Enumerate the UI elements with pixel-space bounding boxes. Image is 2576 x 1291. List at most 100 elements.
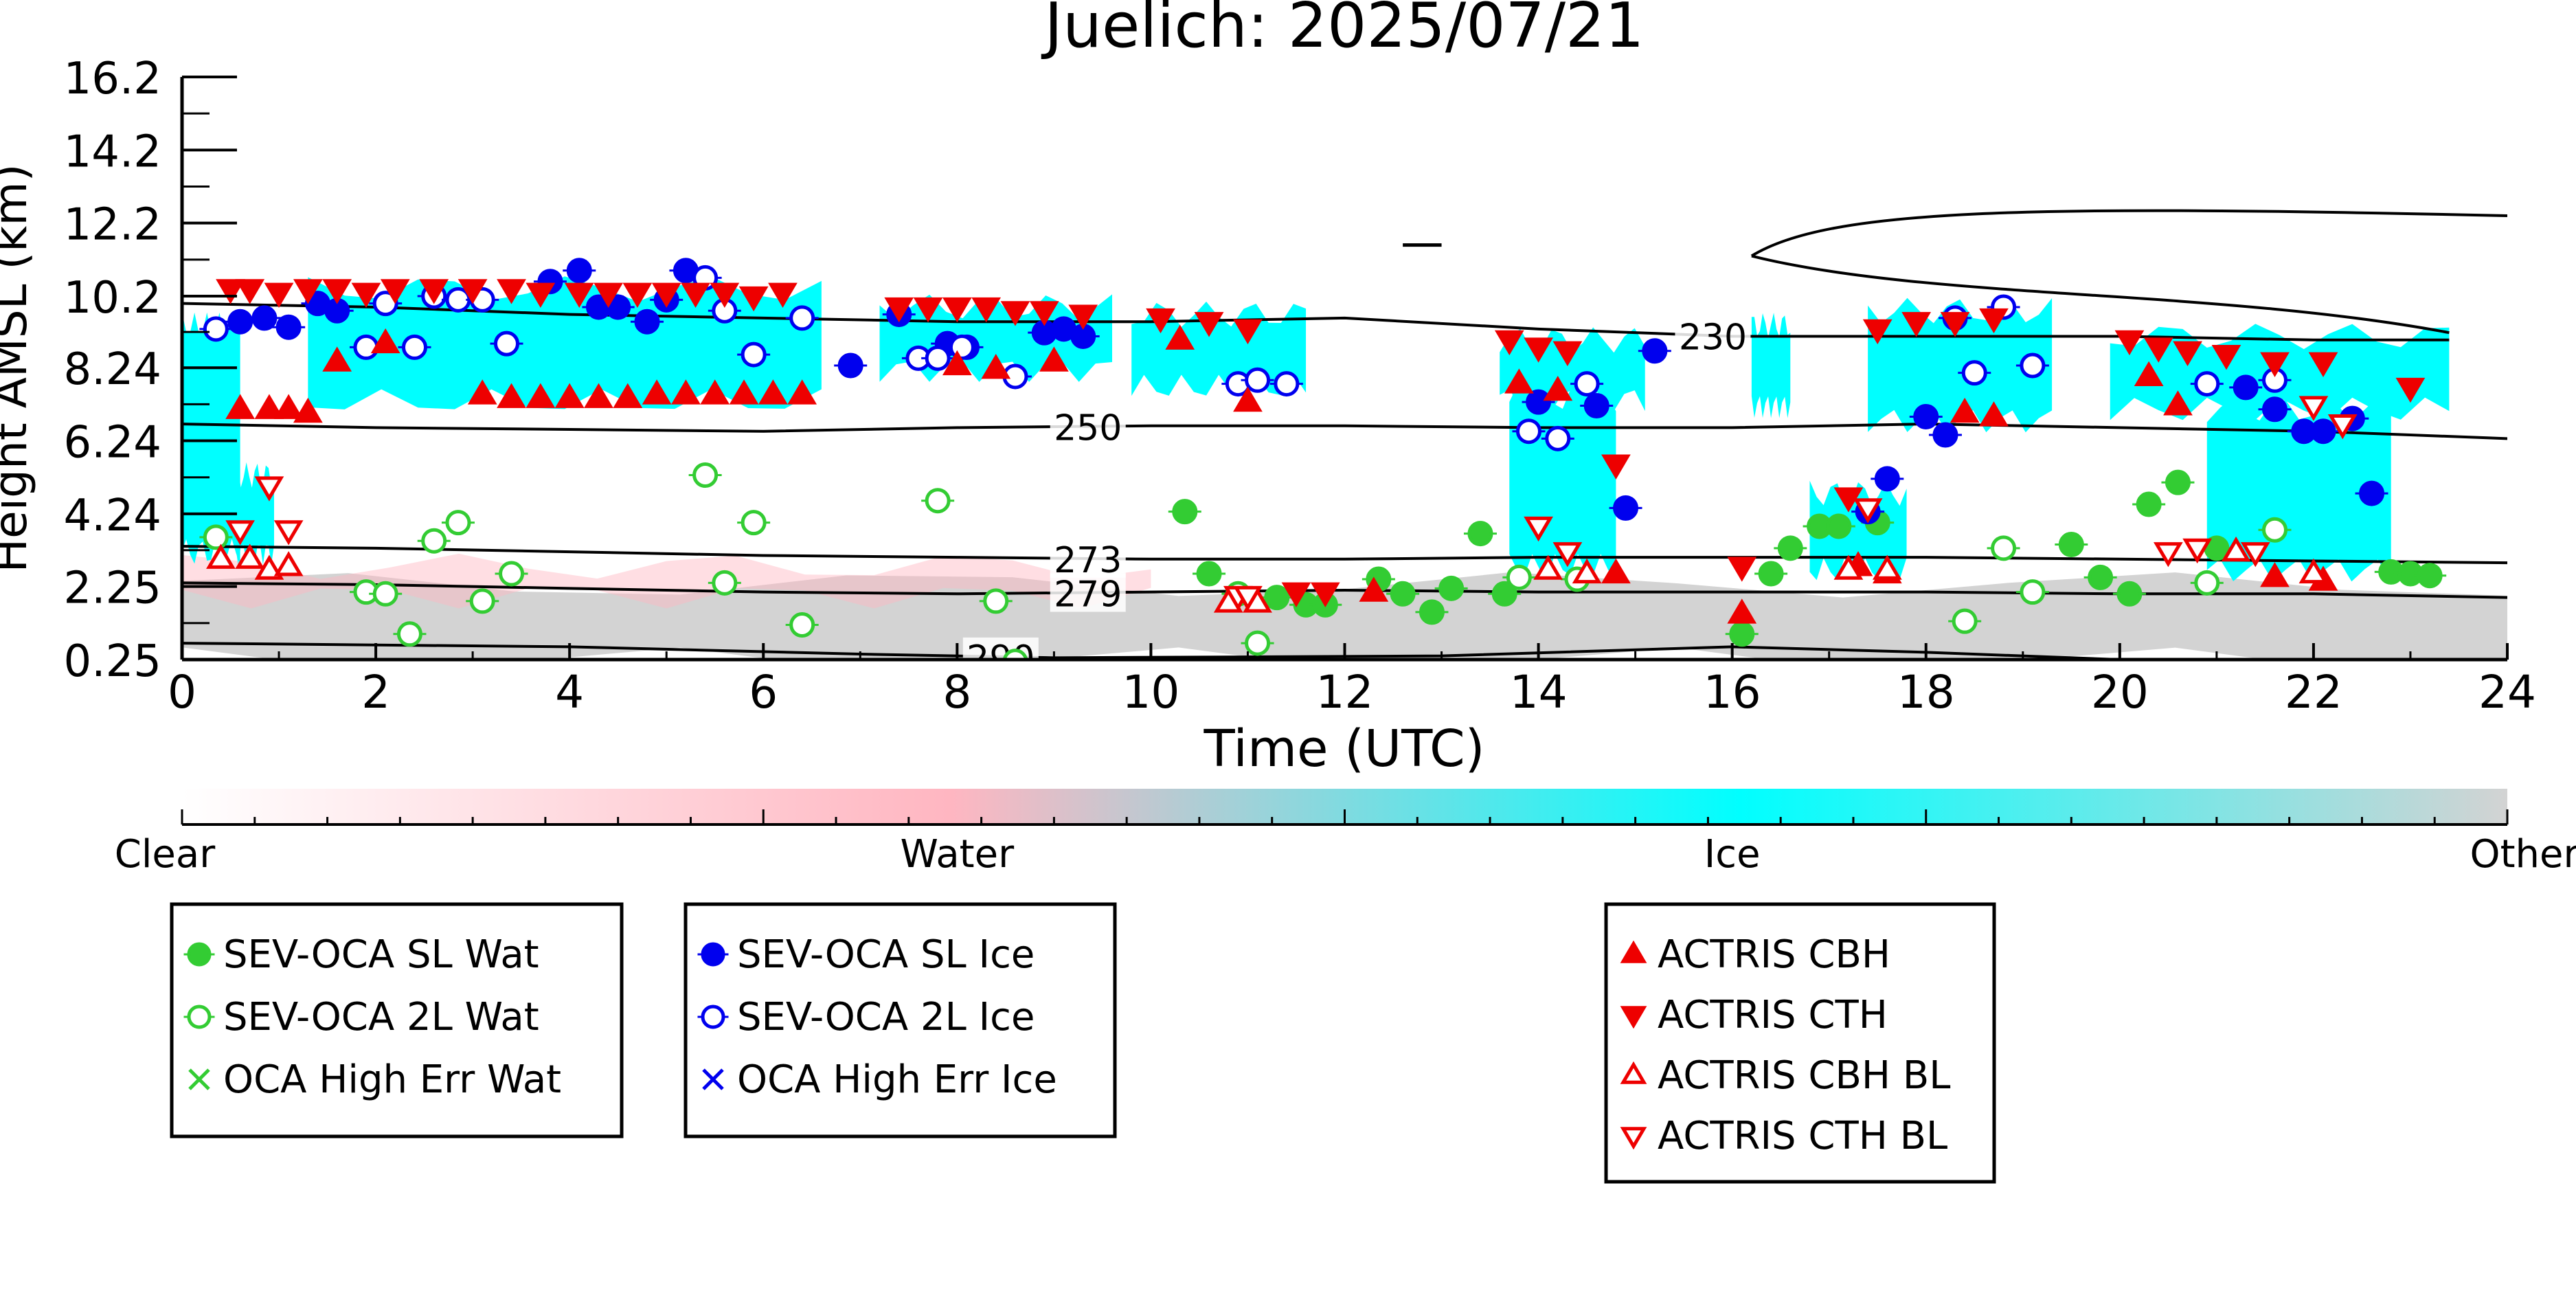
series-actris-cth bbox=[216, 279, 2426, 607]
data-point bbox=[942, 350, 972, 376]
legend-label: OCA High Err Ice bbox=[737, 1057, 1057, 1102]
legend-water: SEV-OCA SL Wat SEV-OCA 2L Wat OCA High Err… bbox=[170, 902, 624, 1138]
data-point bbox=[1862, 319, 1893, 345]
data-point bbox=[1029, 301, 1059, 326]
cloud-phase-colorbar: Clear Water Ice Other bbox=[115, 789, 2576, 877]
data-point bbox=[1552, 542, 1583, 568]
data-point bbox=[1940, 312, 1970, 337]
x-tick-label: 0 bbox=[168, 666, 196, 719]
data-point bbox=[275, 314, 302, 340]
data-point bbox=[1524, 337, 1553, 363]
legend-marker bbox=[702, 1068, 724, 1090]
data-point bbox=[1758, 561, 1784, 587]
data-point bbox=[1196, 561, 1222, 587]
data-point bbox=[2134, 361, 2164, 387]
x-tick-label: 18 bbox=[1897, 666, 1955, 719]
data-point bbox=[1245, 367, 1271, 393]
x-tick-label: 14 bbox=[1510, 666, 1568, 719]
data-point bbox=[554, 383, 585, 408]
data-point bbox=[1264, 585, 1290, 611]
y-tick-label: 8.24 bbox=[64, 344, 162, 395]
legend-label: SEV-OCA 2L Ice bbox=[737, 995, 1035, 1040]
legend-actris: ACTRIS CBH ACTRIS CTH ACTRIS CBH BL ACTRIS … bbox=[1604, 902, 1996, 1184]
legend-label: SEV-OCA 2L Wat bbox=[223, 995, 539, 1040]
y-tick-label: 14.2 bbox=[64, 126, 162, 177]
data-point bbox=[741, 341, 767, 368]
data-point bbox=[2240, 542, 2270, 568]
y-tick-label: 0.25 bbox=[64, 636, 162, 687]
data-point bbox=[2417, 563, 2443, 589]
data-point bbox=[787, 379, 817, 405]
data-point bbox=[2308, 352, 2338, 377]
data-point bbox=[564, 282, 594, 308]
data-point bbox=[1359, 576, 1389, 602]
data-point bbox=[651, 282, 681, 308]
data-point bbox=[605, 294, 631, 320]
data-point bbox=[273, 394, 304, 419]
data-point bbox=[1874, 466, 1900, 492]
legend-ice: SEV-OCA SL Ice SEV-OCA 2L Ice OCA High Err… bbox=[683, 902, 1117, 1138]
boundary-layer-other-region bbox=[182, 572, 2507, 660]
contour-273 bbox=[182, 545, 2507, 565]
data-point bbox=[1601, 558, 1631, 584]
data-point bbox=[1583, 392, 1609, 418]
contour-label-279: 279 bbox=[1054, 574, 1122, 616]
x-tick-label: 2 bbox=[361, 666, 390, 719]
legend-marker bbox=[187, 942, 212, 967]
data-point bbox=[913, 297, 943, 323]
data-point bbox=[925, 345, 951, 371]
data-point bbox=[235, 279, 265, 304]
data-point bbox=[254, 554, 284, 580]
data-point bbox=[584, 383, 613, 408]
data-point bbox=[1002, 649, 1028, 660]
data-point bbox=[1467, 521, 1493, 547]
data-point bbox=[322, 346, 352, 372]
data-point bbox=[526, 383, 556, 408]
legend-box bbox=[1604, 902, 1996, 1184]
series-actris-cbh bbox=[225, 324, 2338, 624]
data-point bbox=[1991, 535, 2017, 561]
data-point bbox=[396, 621, 422, 647]
data-point bbox=[789, 305, 815, 331]
data-point bbox=[2194, 371, 2220, 397]
legends: SEV-OCA SL Wat SEV-OCA 2L Wat OCA High Err… bbox=[170, 902, 1996, 1184]
data-point bbox=[1491, 581, 1517, 607]
data-point bbox=[768, 282, 798, 308]
data-point bbox=[1194, 312, 1224, 337]
data-point bbox=[1533, 554, 1563, 580]
data-point bbox=[497, 383, 526, 408]
data-point bbox=[203, 316, 229, 342]
data-point bbox=[1979, 401, 2009, 427]
data-point bbox=[1613, 495, 1639, 521]
data-point bbox=[1515, 418, 1541, 445]
y-tick-label: 2.25 bbox=[64, 563, 162, 614]
data-point bbox=[1833, 554, 1864, 580]
data-point bbox=[467, 379, 497, 405]
ice-cloud-region bbox=[182, 312, 240, 565]
contour-250 bbox=[182, 423, 2507, 440]
legend-marker bbox=[1620, 940, 1647, 963]
data-point bbox=[1494, 330, 1524, 356]
data-point bbox=[497, 279, 526, 304]
data-point bbox=[741, 510, 767, 536]
data-point bbox=[1233, 386, 1263, 412]
y-axis-label: Height AMSL (km) bbox=[0, 164, 37, 573]
data-point bbox=[729, 379, 759, 405]
data-point bbox=[1524, 516, 1553, 542]
data-point bbox=[1932, 422, 1958, 448]
chart-title: Juelich: 2025/07/21 bbox=[1041, 0, 1644, 62]
data-point bbox=[2233, 374, 2259, 401]
contour-label-250: 250 bbox=[1054, 408, 1122, 449]
data-point bbox=[254, 394, 284, 419]
data-point bbox=[264, 282, 294, 308]
data-point bbox=[2298, 558, 2329, 584]
legend-label: ACTRIS CTH BL bbox=[1658, 1114, 1947, 1158]
data-point bbox=[2165, 469, 2191, 495]
data-point bbox=[884, 297, 914, 323]
data-point bbox=[642, 379, 672, 405]
data-point bbox=[1601, 454, 1631, 480]
legend-label: ACTRIS CTH bbox=[1658, 993, 1888, 1037]
data-point bbox=[712, 570, 738, 596]
contour-label-bg bbox=[1050, 539, 1126, 578]
